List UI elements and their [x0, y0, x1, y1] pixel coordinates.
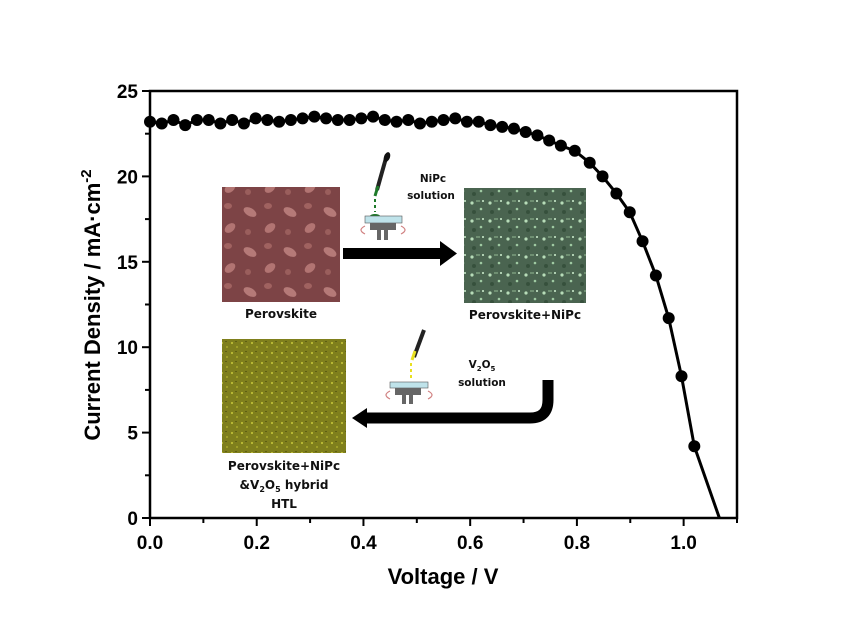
data-point [568, 144, 581, 157]
data-point [596, 170, 609, 183]
data-point [531, 129, 544, 142]
y-tick-label: 20 [117, 167, 138, 188]
data-point [167, 114, 180, 127]
data-point [610, 187, 623, 200]
data-point [296, 112, 309, 125]
data-point [237, 117, 250, 130]
data-point [261, 114, 274, 127]
spin-coater-nipc-icon [360, 152, 406, 240]
hybrid-label-line2: &V2O5 hybrid [240, 478, 329, 494]
x-tick-label: 0.4 [350, 533, 377, 554]
data-point [308, 110, 321, 123]
data-point [367, 110, 380, 123]
data-point [583, 156, 596, 169]
perovskite-label: Perovskite [245, 307, 317, 321]
plot-frame [148, 89, 739, 520]
data-point [414, 117, 427, 130]
x-tick-label: 1.0 [670, 533, 696, 554]
data-point [460, 115, 473, 128]
data-point [320, 112, 333, 125]
data-point [331, 114, 344, 127]
data-point [519, 125, 532, 138]
hybrid-htl-image [222, 339, 346, 453]
data-point [190, 114, 203, 127]
x-tick-label: 0.0 [137, 533, 163, 554]
arrow-right-icon [343, 241, 457, 266]
data-point [179, 119, 192, 132]
data-point [155, 117, 168, 130]
data-point [484, 119, 497, 132]
data-point [688, 440, 701, 453]
process-inset: Perovskite Perovskite+NiPc Perovskite+Ni… [222, 152, 586, 511]
hybrid-label-line3: HTL [271, 497, 297, 511]
x-tick-label: 0.8 [564, 533, 590, 554]
data-point [554, 139, 567, 152]
data-point [507, 122, 520, 135]
data-point [675, 370, 688, 383]
data-point [662, 312, 675, 325]
data-point [390, 115, 403, 128]
data-point [378, 114, 391, 127]
x-axis-title: Voltage / V [388, 564, 499, 589]
data-point [402, 114, 415, 127]
data-point [202, 114, 215, 127]
y-tick-label: 10 [117, 338, 138, 359]
data-point [636, 235, 649, 248]
data-point [649, 269, 662, 282]
hybrid-label-line1: Perovskite+NiPc [228, 459, 340, 473]
y-tick-label: 0 [127, 509, 138, 530]
data-point [437, 114, 450, 127]
data-point [144, 115, 156, 128]
data-point [543, 134, 556, 147]
data-point [449, 112, 462, 125]
y-tick-label: 5 [127, 424, 138, 445]
v2o5-solution-line2: solution [458, 377, 506, 389]
data-point [425, 115, 438, 128]
y-tick-label: 15 [117, 253, 139, 274]
data-point [623, 206, 636, 219]
data-point [355, 112, 368, 125]
v2o5-solution-line1: V2O5 [469, 359, 496, 373]
perovskite-image [222, 187, 340, 302]
nipc-solution-line1: NiPc [420, 173, 446, 185]
data-point [214, 117, 227, 130]
y-tick-label: 25 [117, 82, 139, 103]
perovskite-nipc-label: Perovskite+NiPc [469, 308, 581, 322]
data-point [226, 114, 239, 127]
perovskite-nipc-image [464, 188, 586, 303]
data-point [273, 115, 286, 128]
data-point [496, 120, 509, 133]
spin-coater-v2o5-icon [385, 329, 433, 404]
x-tick-label: 0.2 [244, 533, 270, 554]
data-point [343, 114, 356, 127]
x-tick-label: 0.6 [457, 533, 483, 554]
data-point [284, 114, 297, 127]
nipc-solution-line2: solution [407, 190, 455, 202]
data-point [249, 112, 262, 125]
arrow-curved-left-icon [352, 380, 554, 428]
data-point [472, 115, 485, 128]
y-axis-title: Current Density / mA·cm-2 [78, 169, 105, 440]
